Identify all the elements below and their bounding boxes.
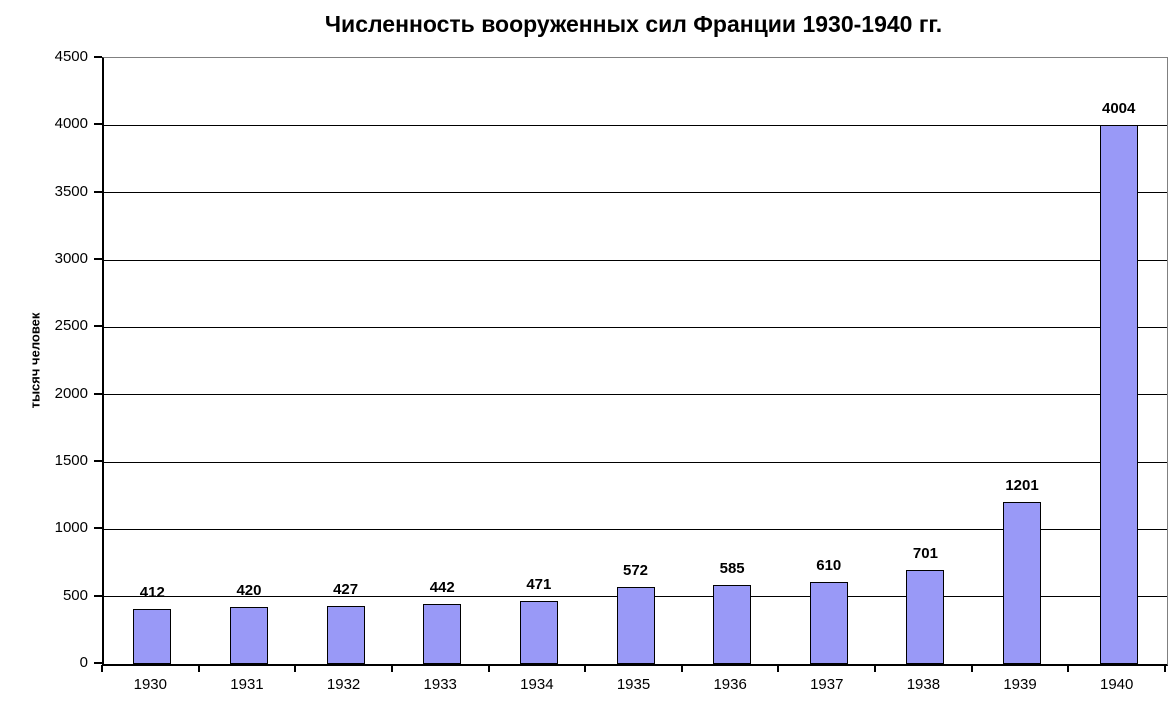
y-tick-label: 500 <box>62 586 88 604</box>
x-tick-mark <box>101 665 103 672</box>
x-tick-mark <box>390 665 393 672</box>
bar-1933 <box>423 604 462 664</box>
x-tick-label: 1933 <box>423 676 457 693</box>
bar-1939 <box>1003 502 1042 664</box>
x-tick-label: 1940 <box>1099 676 1134 693</box>
x-tick-label: 1937 <box>810 676 844 693</box>
y-tick-mark <box>94 392 102 395</box>
bar-1930 <box>133 609 172 664</box>
bar-value-label: 1201 <box>1005 477 1039 494</box>
bar-value-label: 572 <box>622 562 649 579</box>
x-tick-label: 1932 <box>326 676 361 693</box>
x-tick-mark <box>970 665 973 672</box>
bar-1931 <box>229 607 268 664</box>
x-tick-label: 1930 <box>133 676 167 693</box>
bar-1937 <box>809 582 848 664</box>
x-tick-label: 1939 <box>1003 676 1037 693</box>
y-tick-label: 2500 <box>54 317 88 335</box>
y-tick-label: 3000 <box>54 250 88 267</box>
y-tick-mark <box>94 190 102 193</box>
gridline-2500 <box>104 326 1167 328</box>
bar-value-label: 610 <box>816 557 842 574</box>
chart-title: Численность вооруженных сил Франции 1930… <box>324 11 943 37</box>
x-tick-label: 1938 <box>906 676 941 693</box>
y-tick-mark <box>94 662 102 664</box>
y-tick-mark <box>94 460 102 462</box>
y-tick-mark <box>94 527 102 530</box>
plot-area: 412 420 427 442 471 572 585 610 701 1201 4004 <box>102 57 1168 666</box>
x-tick-label: 1935 <box>616 676 651 693</box>
bar-value-label: 420 <box>236 582 262 599</box>
x-tick-label: 1934 <box>520 676 554 693</box>
bar-value-label: 585 <box>719 560 745 577</box>
y-axis-title: тысяч человек <box>24 57 46 663</box>
bar-1940 <box>1099 125 1138 664</box>
bar-value-label: 471 <box>526 576 552 593</box>
y-tick-mark <box>94 123 102 126</box>
y-tick-mark <box>94 258 102 260</box>
y-tick-label: 4500 <box>54 48 88 65</box>
gridline-2000 <box>104 394 1167 396</box>
y-tick-mark <box>94 56 102 58</box>
x-tick-mark <box>777 665 780 672</box>
bar-1932 <box>326 606 365 664</box>
bar-value-label: 442 <box>429 579 455 596</box>
y-tick-label: 1000 <box>54 519 88 537</box>
gridline-3500 <box>104 192 1167 194</box>
y-tick-mark <box>94 325 102 328</box>
x-tick-mark <box>1164 665 1166 672</box>
x-tick-mark <box>874 665 877 672</box>
x-tick-mark <box>487 665 490 672</box>
bar-value-label: 701 <box>912 545 938 562</box>
gridline-1000 <box>104 528 1167 530</box>
gridline-3000 <box>104 259 1167 261</box>
bar-1936 <box>713 585 752 664</box>
x-tick-mark <box>197 665 200 672</box>
x-tick-label: 1931 <box>230 676 264 693</box>
y-tick-label: 3500 <box>54 182 88 200</box>
bar-value-label: 427 <box>333 581 359 598</box>
x-tick-mark <box>1067 665 1070 672</box>
bar-value-label: 4004 <box>1101 100 1136 117</box>
x-tick-label: 1936 <box>713 676 747 693</box>
bar-1938 <box>906 570 945 664</box>
bar-1935 <box>616 587 655 664</box>
y-tick-label: 0 <box>79 654 88 671</box>
y-tick-label: 2000 <box>54 384 88 402</box>
y-tick-label: 1500 <box>54 452 88 469</box>
gridline-1500 <box>104 461 1167 463</box>
x-tick-mark <box>584 665 587 672</box>
y-tick-mark <box>94 594 102 597</box>
gridline-4000 <box>104 124 1167 126</box>
bar-value-label: 412 <box>139 584 165 601</box>
x-tick-mark <box>680 665 683 672</box>
x-tick-mark <box>294 665 297 672</box>
bar-1934 <box>519 601 558 664</box>
y-tick-label: 4000 <box>54 115 88 133</box>
